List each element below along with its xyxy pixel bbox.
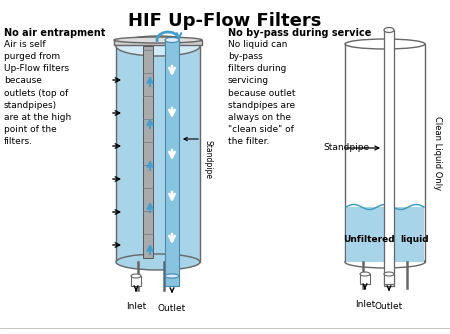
Ellipse shape	[165, 37, 179, 42]
Text: Outlet: Outlet	[375, 302, 403, 311]
Ellipse shape	[116, 36, 200, 56]
Ellipse shape	[131, 274, 141, 278]
Ellipse shape	[384, 272, 394, 276]
Text: HIF Up-Flow Filters: HIF Up-Flow Filters	[128, 12, 322, 30]
Text: Clean Liquid Only: Clean Liquid Only	[433, 116, 442, 190]
Ellipse shape	[114, 37, 202, 43]
Polygon shape	[116, 46, 200, 262]
Polygon shape	[346, 207, 424, 262]
Ellipse shape	[165, 274, 179, 278]
Text: Standpipe: Standpipe	[203, 140, 212, 178]
Text: Air is self
purged from
Up-Flow filters
because
outlets (top of
standpipes)
are : Air is self purged from Up-Flow filters …	[4, 40, 71, 146]
Ellipse shape	[116, 254, 200, 270]
Polygon shape	[143, 46, 153, 258]
Polygon shape	[114, 40, 202, 45]
Polygon shape	[384, 274, 394, 284]
Polygon shape	[384, 30, 394, 286]
Text: liquid: liquid	[400, 235, 429, 244]
Text: No liquid can
by-pass
filters during
servicing
because outlet
standpipes are
alw: No liquid can by-pass filters during ser…	[228, 40, 296, 146]
Ellipse shape	[345, 256, 425, 268]
Text: Standpipe: Standpipe	[323, 144, 369, 153]
Text: No air entrapment: No air entrapment	[4, 28, 105, 38]
Polygon shape	[131, 276, 141, 286]
Text: Unfiltered: Unfiltered	[343, 235, 395, 244]
Text: Outlet: Outlet	[158, 304, 186, 313]
Text: No by-pass during service: No by-pass during service	[228, 28, 371, 38]
Ellipse shape	[384, 27, 394, 32]
Polygon shape	[345, 44, 425, 262]
Text: Inlet: Inlet	[355, 300, 375, 309]
Ellipse shape	[345, 39, 425, 49]
Text: Inlet: Inlet	[126, 302, 146, 311]
Polygon shape	[165, 40, 179, 282]
Ellipse shape	[360, 272, 370, 276]
Polygon shape	[165, 276, 179, 286]
Polygon shape	[360, 274, 370, 284]
